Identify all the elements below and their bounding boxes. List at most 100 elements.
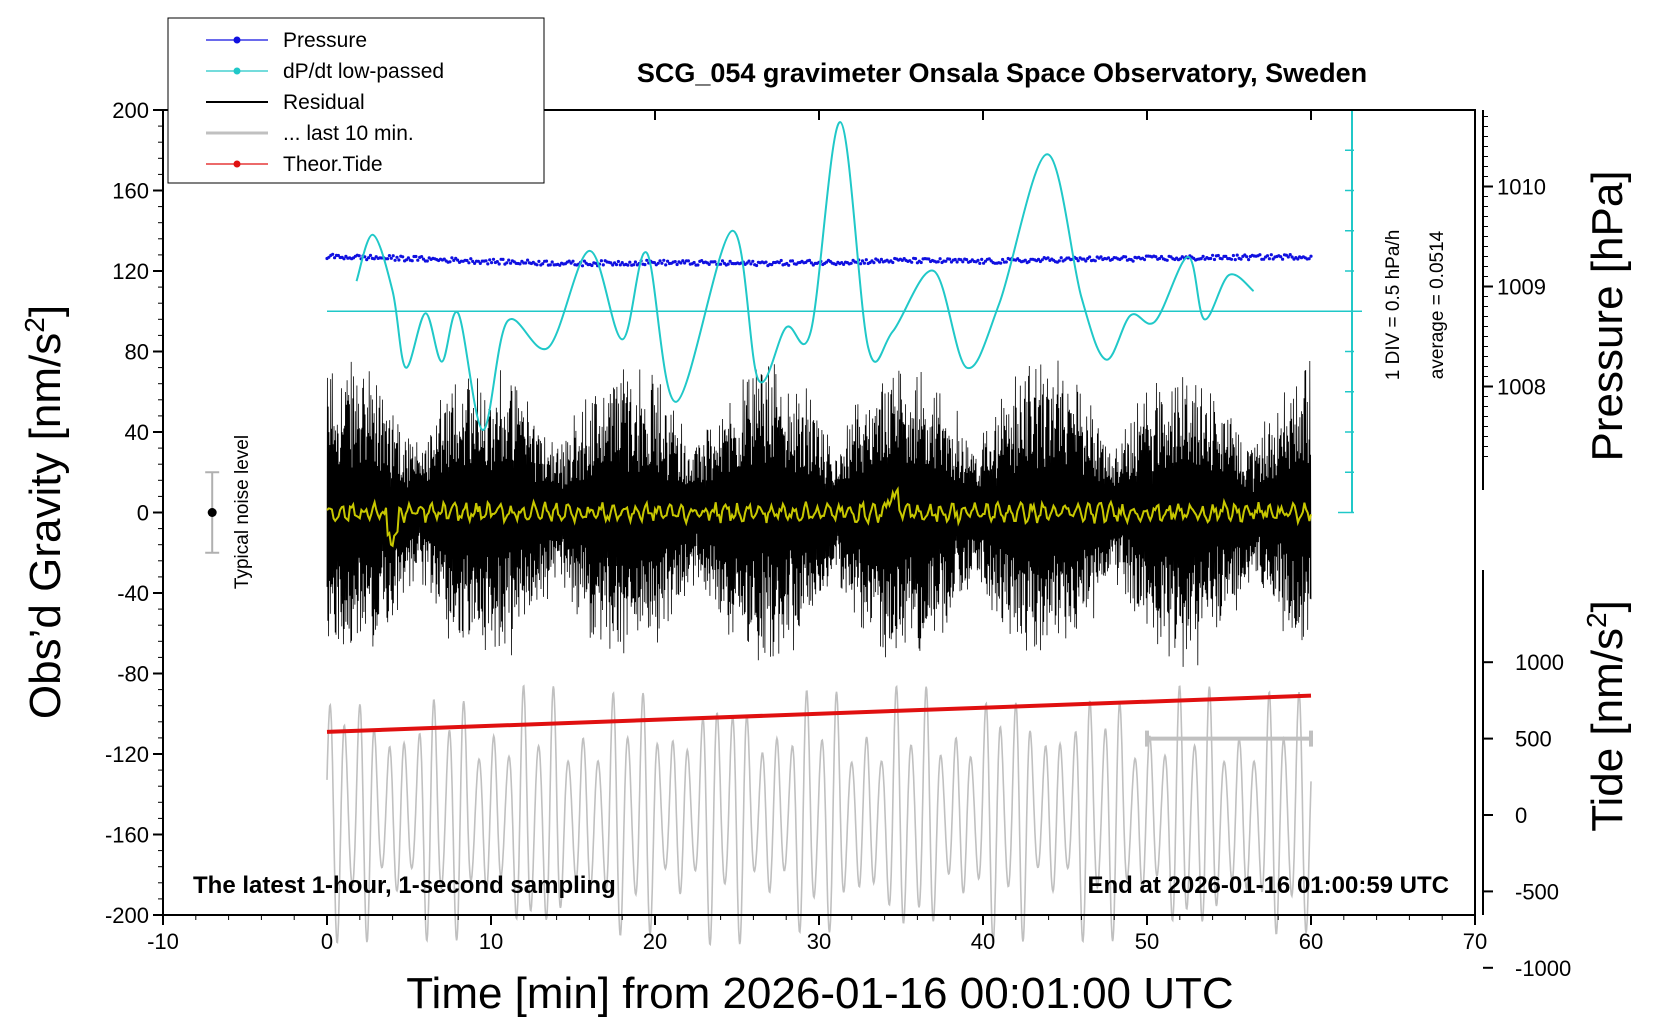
pressure-point bbox=[1036, 257, 1041, 261]
pressure-series bbox=[325, 252, 1313, 268]
pressure-point bbox=[1220, 257, 1224, 261]
pressure-point bbox=[686, 259, 691, 263]
y-tick-label: -160 bbox=[105, 823, 149, 848]
pressure-point bbox=[1235, 253, 1239, 257]
pressure-point bbox=[526, 258, 530, 262]
pressure-point bbox=[1059, 256, 1063, 260]
legend-marker bbox=[233, 160, 241, 168]
residual-series-line bbox=[326, 360, 1312, 667]
pressure-point bbox=[675, 262, 679, 267]
pressure-point bbox=[1106, 256, 1111, 260]
pressure-point bbox=[469, 257, 473, 261]
pressure-point bbox=[486, 262, 490, 266]
pressure-point bbox=[594, 261, 598, 265]
tide-tick-label: -500 bbox=[1515, 879, 1559, 904]
pressure-point bbox=[491, 257, 496, 261]
pressure-point bbox=[331, 252, 335, 256]
pressure-point bbox=[683, 261, 687, 265]
y-tick-label: -200 bbox=[105, 903, 149, 928]
pressure-point bbox=[809, 261, 814, 265]
pressure-point bbox=[1247, 258, 1251, 262]
pressure-point bbox=[1286, 255, 1290, 259]
pressure-axis-title: Pressure [hPa] bbox=[1583, 170, 1632, 461]
pressure-point bbox=[1093, 259, 1097, 263]
pressure-point bbox=[860, 259, 865, 263]
x-tick-label: 30 bbox=[807, 929, 831, 954]
pressure-point bbox=[609, 261, 613, 265]
pressure-point bbox=[524, 261, 528, 265]
pressure-point bbox=[541, 262, 545, 266]
pressure-point bbox=[386, 257, 390, 261]
x-tick-label: -10 bbox=[147, 929, 179, 954]
tide-axis-title-close: ] bbox=[1583, 600, 1632, 612]
pressure-point bbox=[910, 260, 914, 264]
pressure-point bbox=[692, 260, 696, 265]
pressure-point bbox=[982, 261, 986, 265]
pressure-point bbox=[1178, 257, 1182, 261]
pressure-point bbox=[1154, 255, 1158, 259]
pressure-point bbox=[548, 263, 552, 267]
pressure-point bbox=[1239, 257, 1243, 261]
legend-marker bbox=[233, 67, 241, 75]
pressure-point bbox=[673, 260, 677, 264]
pressure-point bbox=[1216, 253, 1220, 258]
pressure-point bbox=[700, 259, 704, 263]
pressure-point bbox=[1245, 255, 1249, 259]
pressure-point bbox=[728, 259, 732, 263]
pressure-point bbox=[465, 258, 469, 263]
y-tick-label: 0 bbox=[137, 501, 149, 526]
pressure-point bbox=[878, 260, 882, 264]
pressure-point bbox=[1124, 255, 1128, 259]
pressure-point bbox=[535, 263, 539, 267]
pressure-point bbox=[571, 259, 575, 263]
pressure-point bbox=[777, 261, 781, 265]
pressure-point bbox=[567, 259, 571, 263]
pressure-point bbox=[1199, 257, 1203, 261]
y-tick-label: -120 bbox=[105, 742, 149, 767]
pressure-point bbox=[1288, 253, 1292, 257]
pressure-point bbox=[518, 262, 522, 266]
y-tick-label: 160 bbox=[112, 179, 149, 204]
pressure-point bbox=[495, 260, 499, 264]
pressure-point bbox=[391, 254, 395, 258]
pressure-point bbox=[658, 259, 662, 263]
pressure-point bbox=[410, 259, 414, 263]
pressure-point bbox=[342, 257, 346, 261]
pressure-point bbox=[948, 257, 952, 261]
pressure-point bbox=[879, 257, 884, 261]
pressure-point bbox=[367, 256, 371, 260]
x-tick-label: 20 bbox=[643, 929, 667, 954]
pressure-point bbox=[616, 259, 621, 264]
pressure-point bbox=[501, 257, 505, 261]
pressure-point bbox=[473, 261, 477, 265]
pressure-point bbox=[849, 261, 853, 265]
pressure-point bbox=[1088, 255, 1092, 259]
pressure-point bbox=[1023, 258, 1027, 262]
pressure-point bbox=[681, 259, 685, 263]
pressure-point bbox=[1279, 255, 1283, 259]
y-tick-label: 80 bbox=[125, 340, 149, 365]
pressure-point bbox=[643, 263, 647, 267]
y-tick-label: -40 bbox=[117, 581, 149, 606]
pressure-point bbox=[628, 260, 632, 264]
pressure-point bbox=[664, 263, 668, 267]
pressure-point bbox=[919, 260, 923, 265]
pressure-point bbox=[456, 258, 460, 262]
pressure-point bbox=[1046, 256, 1050, 260]
theor-tide-line bbox=[326, 693, 1312, 734]
x-axis-title: Time [min] from 2026-01-16 00:01:00 UTC bbox=[406, 969, 1233, 1018]
pressure-point bbox=[662, 258, 666, 262]
pressure-point bbox=[450, 256, 454, 260]
pressure-point bbox=[393, 258, 397, 262]
pressure-point bbox=[452, 258, 456, 262]
legend: Pressure dP/dt low-passed Residual ... last… bbox=[167, 17, 545, 184]
noise-level-label: Typical noise level bbox=[232, 435, 253, 589]
pressure-point bbox=[614, 263, 619, 267]
tide-axis-title-main: Tide [nm/s bbox=[1583, 628, 1632, 832]
pressure-point bbox=[1211, 253, 1215, 257]
pressure-point bbox=[395, 255, 399, 259]
pressure-point bbox=[864, 258, 868, 262]
legend-label: Residual bbox=[283, 91, 365, 114]
pressure-point bbox=[544, 259, 549, 263]
pressure-point bbox=[779, 258, 783, 263]
